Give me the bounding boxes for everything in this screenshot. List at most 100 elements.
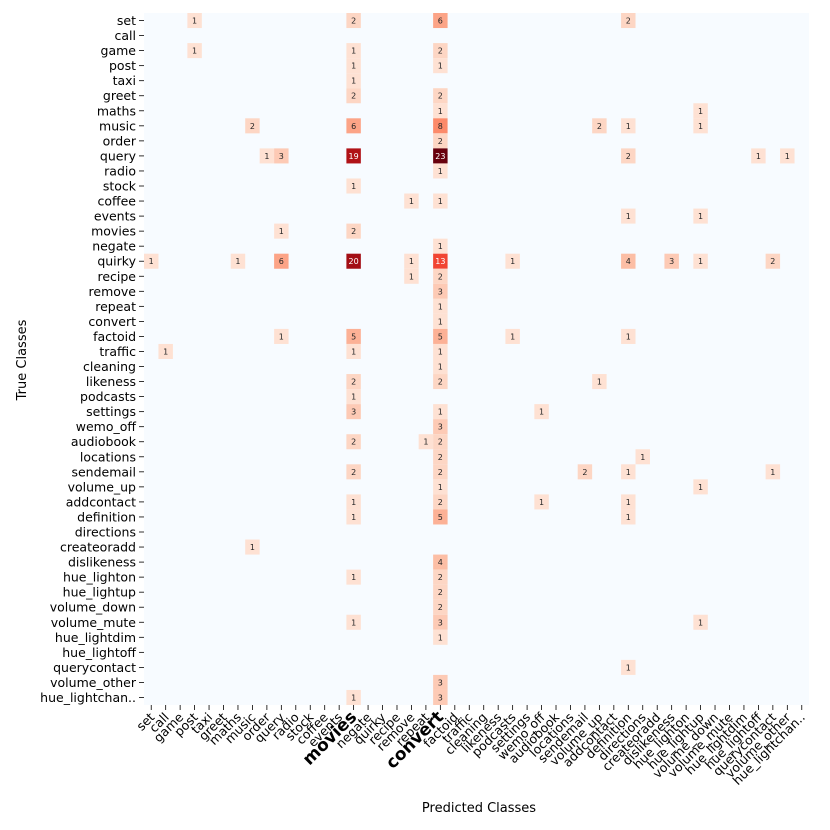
heatmap-cell [346,434,361,450]
heatmap-cell [433,103,448,119]
heatmap-cell [404,193,419,209]
cell-value-label: 1 [351,513,356,522]
heatmap-cell [187,43,202,59]
heatmap-cell [433,584,448,600]
cell-value-label: 2 [250,122,255,131]
y-tick-label: hue_lightoff [62,645,136,660]
heatmap-cell [433,283,448,299]
heatmap-cell [274,148,289,164]
cell-value-label: 1 [626,332,631,341]
heatmap-cell [274,253,289,269]
cell-value-label: 1 [698,618,703,627]
cell-value-label: 1 [438,408,443,417]
x-axis-ticks: setcallgameposttaxigreetmathsmusicorderq… [133,705,808,788]
heatmap-cell [693,118,708,134]
heatmap-cell [664,253,679,269]
cell-value-label: 1 [510,332,515,341]
heatmap-cell [433,479,448,495]
heatmap-cell [433,268,448,284]
cell-value-label: 3 [669,257,674,266]
cell-value-label: 1 [149,257,154,266]
cell-value-label: 1 [163,347,168,356]
y-tick-label: negate [92,239,136,254]
y-tick-label: order [103,133,137,148]
cell-value-label: 2 [582,468,587,477]
heatmap-cell [433,193,448,209]
cell-value-label: 1 [539,408,544,417]
heatmap-cell [259,148,275,164]
heatmap-cell [693,253,708,269]
heatmap-cell [433,509,448,525]
cell-value-label: 1 [423,438,428,447]
cell-value-label: 2 [438,468,443,477]
y-tick-label: factoid [93,329,136,344]
heatmap-cell [346,88,361,104]
cell-value-label: 2 [438,137,443,146]
heatmap-cell [346,223,361,239]
heatmap-cell [404,253,419,269]
cell-value-label: 1 [626,513,631,522]
y-tick-label: cleaning [83,359,136,374]
y-tick-label: dislikeness [68,555,136,570]
cell-value-label: 19 [349,152,359,161]
cell-value-label: 2 [626,17,631,26]
heatmap-cell [433,58,448,74]
cell-value-label: 1 [438,62,443,71]
y-tick-label: audiobook [71,434,137,449]
cell-value-label: 23 [435,152,445,161]
cell-value-label: 5 [438,332,443,341]
heatmap-cell [433,554,448,570]
cell-value-label: 1 [235,257,240,266]
heatmap-cell [346,614,361,630]
cell-value-label: 3 [438,618,443,627]
cell-value-label: 1 [438,363,443,372]
cell-value-label: 8 [438,122,443,131]
x-axis-title: Predicted Classes [422,801,536,816]
cell-value-label: 1 [438,633,443,642]
cell-value-label: 1 [264,152,269,161]
y-tick-label: volume_up [68,479,136,494]
heatmap-cell [346,343,361,359]
cell-value-label: 2 [351,468,356,477]
heatmap-cell [433,13,448,29]
heatmap-cell [621,208,636,224]
heatmap-cell [433,614,448,630]
cell-value-label: 1 [438,197,443,206]
heatmap-cell [433,449,448,465]
heatmap-cell [346,374,361,390]
heatmap-cell [346,58,361,74]
y-tick-label: addcontact [66,494,136,509]
cell-value-label: 1 [640,453,645,462]
y-tick-label: stock [103,179,137,194]
heatmap-cell [158,343,173,359]
heatmap-cell [418,434,434,450]
y-tick-label: hue_lightchan.. [40,690,136,705]
heatmap-cell [346,569,361,585]
cell-value-label: 2 [351,227,356,236]
cell-value-label: 2 [438,573,443,582]
cell-value-label: 1 [438,347,443,356]
cell-value-label: 3 [438,287,443,296]
y-tick-label: query [100,148,137,163]
heatmap-cell [433,374,448,390]
heatmap-cell [433,494,448,510]
cell-value-label: 1 [351,573,356,582]
y-tick-label: movies [91,224,136,239]
cell-value-label: 1 [279,332,284,341]
cell-value-label: 1 [597,378,602,387]
heatmap-cell [592,118,607,134]
cell-value-label: 6 [438,17,443,26]
cell-value-label: 1 [351,618,356,627]
heatmap-cell [621,659,636,675]
y-tick-label: maths [97,103,136,118]
heatmap-cell [621,13,636,29]
heatmap-cell [433,253,448,269]
heatmap-cell [346,118,361,134]
heatmap-cell [433,163,448,179]
y-tick-label: querycontact [53,660,136,675]
y-tick-label: definition [77,509,136,524]
y-tick-label: greet [103,88,136,103]
heatmap-cell [693,208,708,224]
cell-value-label: 2 [351,92,356,101]
cell-value-label: 1 [698,212,703,221]
